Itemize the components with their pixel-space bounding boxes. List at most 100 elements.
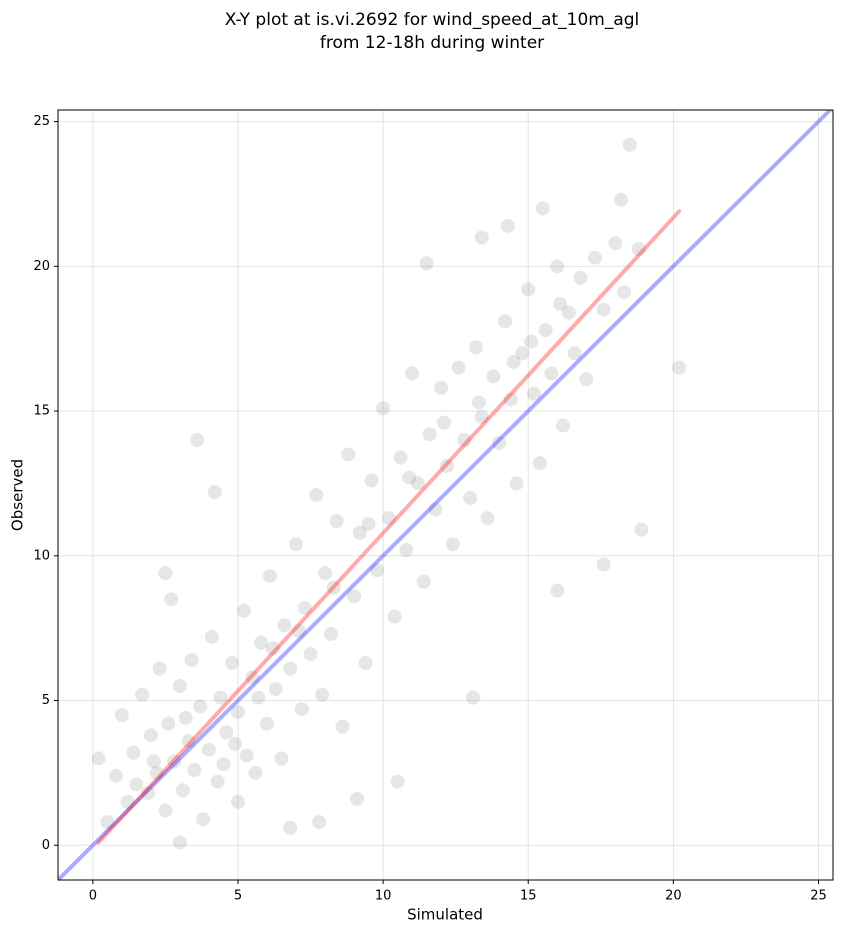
point: [297, 600, 312, 615]
point: [550, 583, 565, 598]
point: [315, 687, 330, 702]
point: [129, 777, 144, 792]
x-tick-label: 20: [665, 889, 682, 904]
point: [248, 765, 263, 780]
point: [587, 250, 602, 265]
point: [219, 725, 234, 740]
point: [268, 681, 283, 696]
point: [230, 794, 245, 809]
point: [352, 525, 367, 540]
point: [358, 655, 373, 670]
point: [181, 734, 196, 749]
point: [289, 537, 304, 552]
point: [262, 569, 277, 584]
point: [361, 516, 376, 531]
point: [457, 433, 472, 447]
point: [390, 774, 405, 789]
point: [492, 435, 507, 450]
point: [381, 511, 396, 526]
y-tick-label: 20: [33, 259, 50, 274]
point: [538, 323, 553, 337]
point: [172, 835, 187, 850]
point: [437, 415, 452, 430]
point: [143, 728, 158, 743]
point: [614, 192, 629, 207]
point: [376, 401, 391, 416]
point: [471, 395, 486, 410]
point: [164, 592, 179, 607]
point: [109, 768, 124, 783]
point: [135, 687, 150, 702]
reference-line: [96, 209, 682, 845]
point: [236, 603, 251, 618]
point: [196, 812, 211, 827]
point: [553, 296, 568, 311]
point: [405, 366, 420, 381]
point: [527, 386, 542, 401]
point: [193, 699, 208, 714]
point: [254, 635, 269, 650]
point: [347, 589, 362, 604]
point: [204, 629, 219, 644]
point: [535, 201, 550, 216]
point: [265, 641, 280, 656]
plot-area: [58, 110, 833, 880]
point: [335, 719, 350, 734]
y-axis-label: Observed: [9, 459, 27, 531]
point: [283, 820, 298, 835]
point: [303, 647, 318, 662]
point: [532, 456, 547, 471]
point: [439, 459, 454, 474]
y-tick-label: 10: [33, 548, 50, 563]
point: [486, 369, 501, 384]
point: [634, 522, 649, 537]
point: [114, 708, 129, 722]
point: [524, 334, 539, 349]
x-axis-label: Simulated: [407, 906, 483, 924]
point: [349, 791, 364, 806]
point: [596, 302, 611, 317]
point: [283, 661, 298, 676]
point: [451, 360, 466, 375]
point: [500, 218, 515, 233]
y-tick-label: 5: [42, 693, 50, 708]
point: [294, 702, 309, 717]
point: [152, 661, 167, 676]
point: [210, 774, 225, 789]
point: [175, 783, 190, 798]
point: [480, 511, 495, 526]
point: [550, 259, 565, 274]
point: [463, 490, 478, 505]
point: [230, 705, 245, 720]
point: [474, 230, 489, 245]
point: [323, 626, 338, 641]
point: [146, 754, 161, 769]
x-tick-label: 15: [520, 889, 537, 904]
point: [567, 346, 582, 361]
point: [329, 514, 344, 529]
point: [498, 314, 513, 329]
point: [608, 236, 623, 251]
point: [326, 580, 341, 595]
point: [422, 427, 437, 442]
point: [399, 543, 414, 557]
x-tick-label: 0: [89, 889, 97, 904]
point: [187, 763, 202, 777]
point: [573, 270, 588, 285]
point: [419, 256, 434, 271]
point: [277, 618, 292, 633]
point: [410, 476, 425, 491]
point: [91, 751, 106, 766]
point: [213, 690, 228, 705]
point: [172, 679, 187, 694]
y-tick-label: 0: [42, 838, 50, 853]
point: [158, 803, 173, 818]
y-tick-label: 25: [33, 114, 50, 129]
point: [178, 710, 193, 725]
point: [416, 574, 431, 589]
point: [506, 354, 521, 369]
point: [161, 716, 176, 731]
point: [120, 794, 135, 809]
point: [622, 137, 637, 152]
